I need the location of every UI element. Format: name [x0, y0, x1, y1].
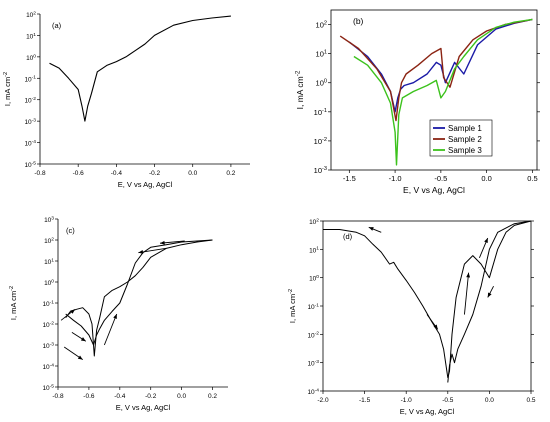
- arrow-head: [487, 292, 492, 298]
- y-tick-label: 101: [26, 32, 36, 41]
- y-tick-label: 10-5: [24, 160, 36, 169]
- x-tick-label: 0.0: [481, 174, 491, 183]
- x-tick-label: 0.2: [208, 393, 217, 400]
- y-tick-label: 100: [44, 278, 54, 287]
- arrow-head: [484, 238, 488, 244]
- y-tick-label: 10-5: [42, 383, 54, 392]
- x-tick-label: -2.0: [317, 397, 329, 404]
- chart-panel-a: 10-5 10-4 10-3 10-2 10-1 100 101 102 -0.8 -0.6 -0.…: [3, 10, 250, 189]
- y-tick-label: 100: [316, 79, 327, 88]
- x-axis-label: E, V vs Ag, AgCl: [118, 180, 173, 189]
- y-tick-label: 10-1: [314, 108, 327, 117]
- x-tick-label: -1.0: [389, 174, 402, 183]
- y-tick-label: 10-2: [42, 320, 54, 329]
- series-line-2: [447, 220, 532, 383]
- legend-label: Sample 3: [448, 146, 482, 155]
- x-tick-label: 0.5: [526, 397, 535, 404]
- y-tick-label: 10-4: [24, 139, 36, 148]
- x-tick-label: -0.8: [52, 393, 64, 400]
- y-tick-label: 10-3: [307, 359, 319, 368]
- arrow-head: [160, 240, 165, 245]
- y-axis-label: I, mA cm-2: [288, 289, 297, 323]
- series-line-1: [65, 239, 213, 357]
- y-tick-label: 10-2: [314, 137, 327, 146]
- x-tick-label: -0.4: [111, 170, 123, 177]
- plot-frame: [330, 9, 538, 171]
- y-tick-label: 101: [316, 50, 327, 59]
- series-line-1: [49, 15, 231, 122]
- chart-panel-b: 10-3 10-2 10-1 100 101 102 -1.5 -1.0 -0.5 0.0 0.5 E…: [295, 9, 540, 195]
- x-axis-label: E, V vs Ag, AgCl: [403, 185, 465, 195]
- direction-arrow: [138, 247, 167, 254]
- legend-label: Sample 1: [448, 124, 482, 133]
- arrow-head: [70, 309, 75, 314]
- x-tick-label: -0.2: [145, 393, 157, 400]
- y-tick-label: 101: [309, 246, 319, 255]
- y-tick-label: 101: [44, 257, 54, 266]
- x-tick-label: 0.0: [485, 397, 494, 404]
- x-tick-label: -0.4: [114, 393, 126, 400]
- chart-panel-c: 10-5 10-4 10-3 10-2 10-1 100 101 102 103 -0.8 -0.6…: [9, 215, 228, 412]
- arrow-head: [80, 337, 86, 342]
- y-tick-label: 10-1: [42, 299, 54, 308]
- x-tick-label: -0.5: [434, 174, 447, 183]
- y-tick-label: 10-2: [24, 96, 36, 105]
- panel-label: (b): [353, 16, 364, 26]
- y-tick-label: 100: [26, 53, 36, 62]
- series-line-2: [65, 239, 213, 346]
- y-tick-label: 102: [316, 21, 327, 30]
- y-tick-label: 10-2: [307, 331, 319, 340]
- y-tick-label: 10-4: [307, 387, 319, 396]
- x-tick-label: -0.2: [149, 170, 161, 177]
- x-tick-label: -0.6: [73, 170, 85, 177]
- direction-arrow: [463, 272, 470, 315]
- plot-frame: [322, 220, 532, 392]
- y-tick-label: 102: [44, 236, 54, 245]
- arrow-head: [138, 250, 144, 254]
- arrow-head: [368, 227, 374, 231]
- y-tick-label: 100: [309, 274, 319, 283]
- chart-panel-d: 10-4 10-3 10-2 10-1 100 101 102 -2.0 -1.5 -1.0 -0.…: [288, 217, 536, 416]
- arrow-head: [113, 313, 117, 319]
- x-tick-label: 0.0: [177, 393, 186, 400]
- y-tick-label: 10-1: [307, 302, 319, 311]
- arrow-head: [466, 272, 471, 278]
- x-tick-label: 0.0: [188, 170, 197, 177]
- x-axis-label: E, V vs Ag, AgCl: [400, 407, 455, 416]
- y-tick-label: 10-1: [24, 75, 36, 84]
- y-tick-label: 10-3: [42, 341, 54, 350]
- x-axis-label: E, V vs Ag, AgCl: [116, 403, 171, 412]
- panel-label: (d): [343, 232, 353, 241]
- x-tick-label: -0.6: [83, 393, 95, 400]
- y-tick-label: 10-3: [24, 118, 36, 127]
- y-tick-label: 10-4: [42, 362, 54, 371]
- x-tick-label: -0.8: [34, 170, 46, 177]
- direction-arrow: [103, 313, 118, 346]
- x-tick-label: -1.5: [343, 174, 356, 183]
- legend-label: Sample 2: [448, 135, 482, 144]
- panel-label: (a): [52, 21, 62, 30]
- x-tick-label: -1.0: [401, 397, 413, 404]
- y-axis-label: I, mA cm-2: [295, 70, 305, 109]
- y-axis-label: I, mA cm-2: [3, 72, 12, 106]
- y-axis-label: I, mA cm-2: [9, 286, 18, 320]
- y-tick-label: 102: [309, 217, 319, 226]
- y-tick-label: 10-3: [314, 166, 327, 175]
- panel-label: (c): [66, 226, 75, 235]
- x-tick-label: 0.5: [527, 174, 537, 183]
- y-tick-label: 102: [26, 10, 36, 19]
- series-line-2: [339, 18, 533, 122]
- arrow-head: [433, 324, 438, 330]
- x-tick-label: 0.2: [226, 170, 235, 177]
- x-tick-label: -1.5: [359, 397, 371, 404]
- y-tick-label: 103: [44, 215, 54, 224]
- x-tick-label: -0.5: [442, 397, 454, 404]
- arrow-head: [77, 355, 83, 360]
- series-line-3: [353, 18, 533, 166]
- series-line-1: [323, 220, 532, 378]
